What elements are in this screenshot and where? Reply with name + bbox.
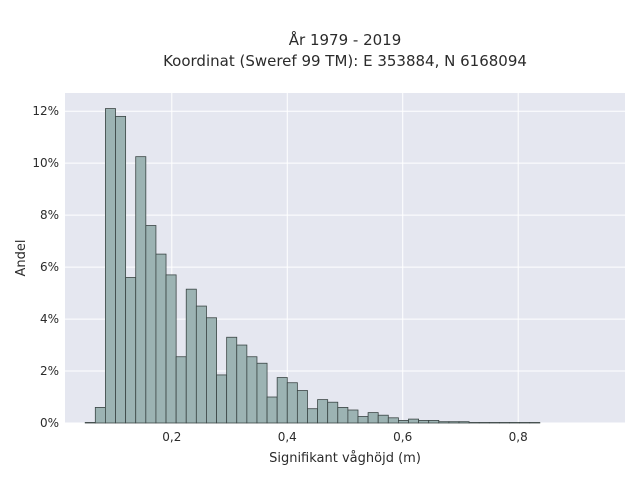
histogram-bar: [216, 374, 228, 424]
histogram-bar: [418, 420, 430, 424]
histogram-bar: [175, 356, 187, 424]
y-tick-label: 6%: [40, 260, 59, 274]
histogram-bar: [327, 401, 339, 424]
x-axis-label: Signifikant våghöjd (m): [269, 451, 421, 466]
y-tick-label: 12%: [32, 104, 59, 118]
histogram-bar: [448, 421, 460, 424]
chart-title: År 1979 - 2019: [289, 30, 402, 49]
y-tick-label: 0%: [40, 416, 59, 430]
histogram-bar: [438, 421, 450, 424]
histogram-bar: [125, 277, 137, 424]
histogram-bar: [94, 407, 106, 424]
histogram-bar: [266, 396, 278, 424]
y-tick-label: 8%: [40, 208, 59, 222]
histogram-bar: [276, 377, 288, 424]
histogram-bar: [286, 382, 298, 424]
histogram-bar: [509, 422, 521, 424]
histogram-bar: [296, 390, 308, 424]
histogram-bar: [478, 422, 490, 424]
histogram-bar: [307, 408, 318, 424]
chart-subtitle: Koordinat (Sweref 99 TM): E 353884, N 61…: [163, 52, 527, 70]
histogram-bar: [236, 344, 248, 424]
y-axis-label: Andel: [14, 240, 29, 277]
histogram-bar: [367, 412, 379, 424]
histogram-bar: [468, 422, 480, 424]
histogram-bar: [428, 420, 440, 424]
x-tick-label: 0,6: [393, 430, 412, 444]
histogram-bar: [377, 414, 389, 424]
histogram-bar: [357, 416, 369, 424]
x-tick-labels: 0,2 0,4 0,6 0,8: [162, 430, 527, 444]
histogram-bar: [499, 422, 510, 424]
histogram-bar: [155, 253, 167, 424]
histogram-bar: [135, 156, 147, 424]
histogram-bar: [165, 274, 177, 424]
histogram-bar: [206, 317, 217, 424]
histogram-bar: [105, 108, 116, 424]
histogram-bar: [256, 362, 268, 424]
histogram-bar: [347, 409, 359, 424]
y-tick-label: 2%: [40, 364, 59, 378]
histogram-bar: [488, 422, 500, 424]
y-tick-label: 4%: [40, 312, 59, 326]
histogram-bar: [317, 399, 329, 424]
histogram-bar: [226, 336, 238, 424]
histogram-bar: [145, 225, 157, 424]
x-tick-label: 0,4: [278, 430, 297, 444]
histogram-bar: [387, 417, 399, 424]
x-tick-label: 0,8: [509, 430, 528, 444]
histogram-bar: [185, 288, 197, 424]
histogram-bar: [195, 305, 207, 424]
histogram-bar: [246, 356, 258, 424]
histogram-bar: [408, 418, 420, 424]
histogram-bar: [458, 421, 470, 424]
histogram-bar: [84, 422, 96, 424]
histogram-bar: [337, 407, 349, 424]
histogram-bar: [529, 422, 541, 424]
bars: [84, 108, 541, 424]
y-tick-label: 10%: [32, 156, 59, 170]
histogram-bar: [115, 115, 127, 424]
histogram-bar: [398, 420, 409, 424]
y-tick-labels: 0% 2% 4% 6% 8% 10% 12%: [32, 104, 59, 430]
histogram-bar: [519, 422, 531, 424]
x-tick-label: 0,2: [162, 430, 181, 444]
